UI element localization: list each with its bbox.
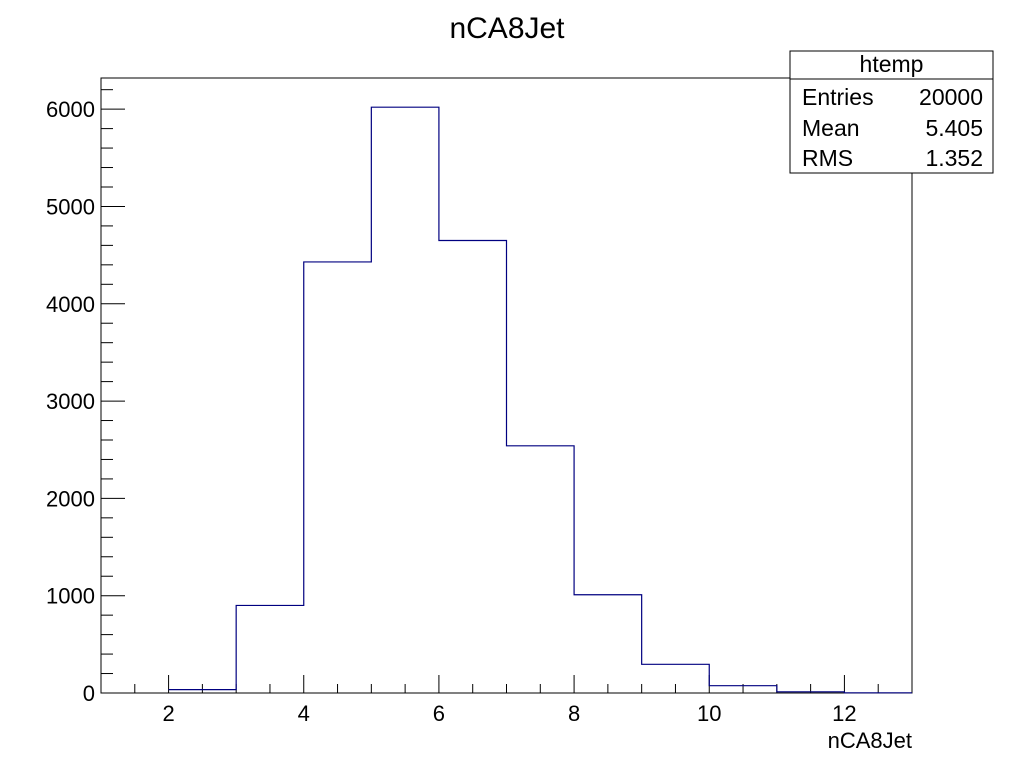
histogram-line (168, 106, 912, 694)
chart-title: nCA8Jet (449, 12, 565, 45)
stats-rms-label: RMS (802, 145, 853, 171)
y-tick-label: 0 (83, 681, 95, 706)
x-tick-label: 6 (433, 701, 445, 726)
y-tick-label: 2000 (46, 486, 95, 511)
histogram-bin (709, 686, 777, 693)
y-axis-tick-labels: 0 1000 2000 3000 4000 5000 6000 (46, 97, 95, 706)
histogram-bin (169, 690, 237, 693)
stats-box-name: htemp (860, 51, 924, 77)
x-tick-label: 8 (568, 701, 580, 726)
stats-mean-value: 5.405 (925, 115, 983, 141)
x-tick-label: 4 (298, 701, 310, 726)
histogram-bin (236, 605, 304, 693)
y-axis-ticks (101, 89, 125, 694)
histogram-bin (777, 692, 845, 693)
x-axis-label: nCA8Jet (828, 728, 912, 753)
histogram-bin (574, 595, 642, 693)
stats-entries-value: 20000 (919, 84, 983, 110)
stats-entries-label: Entries (802, 84, 874, 110)
y-tick-label: 5000 (46, 194, 95, 219)
x-tick-label: 2 (162, 701, 174, 726)
histogram-bin (371, 107, 439, 693)
x-tick-label: 12 (832, 701, 856, 726)
stats-box: htemp Entries 20000 Mean 5.405 RMS 1.352 (789, 50, 994, 174)
histogram-bin (439, 241, 507, 693)
stats-mean-label: Mean (802, 115, 860, 141)
y-tick-label: 3000 (46, 389, 95, 414)
histogram-bin (304, 262, 372, 693)
y-tick-label: 4000 (46, 292, 95, 317)
x-axis-tick-labels: 2 4 6 8 10 12 (162, 701, 856, 726)
y-tick-label: 6000 (46, 97, 95, 122)
histogram-bin (642, 664, 710, 693)
stats-box-frame (789, 50, 994, 174)
stats-rms-value: 1.352 (925, 145, 983, 171)
y-tick-label: 1000 (46, 584, 95, 609)
x-tick-label: 10 (697, 701, 721, 726)
histogram-bin (507, 446, 575, 693)
